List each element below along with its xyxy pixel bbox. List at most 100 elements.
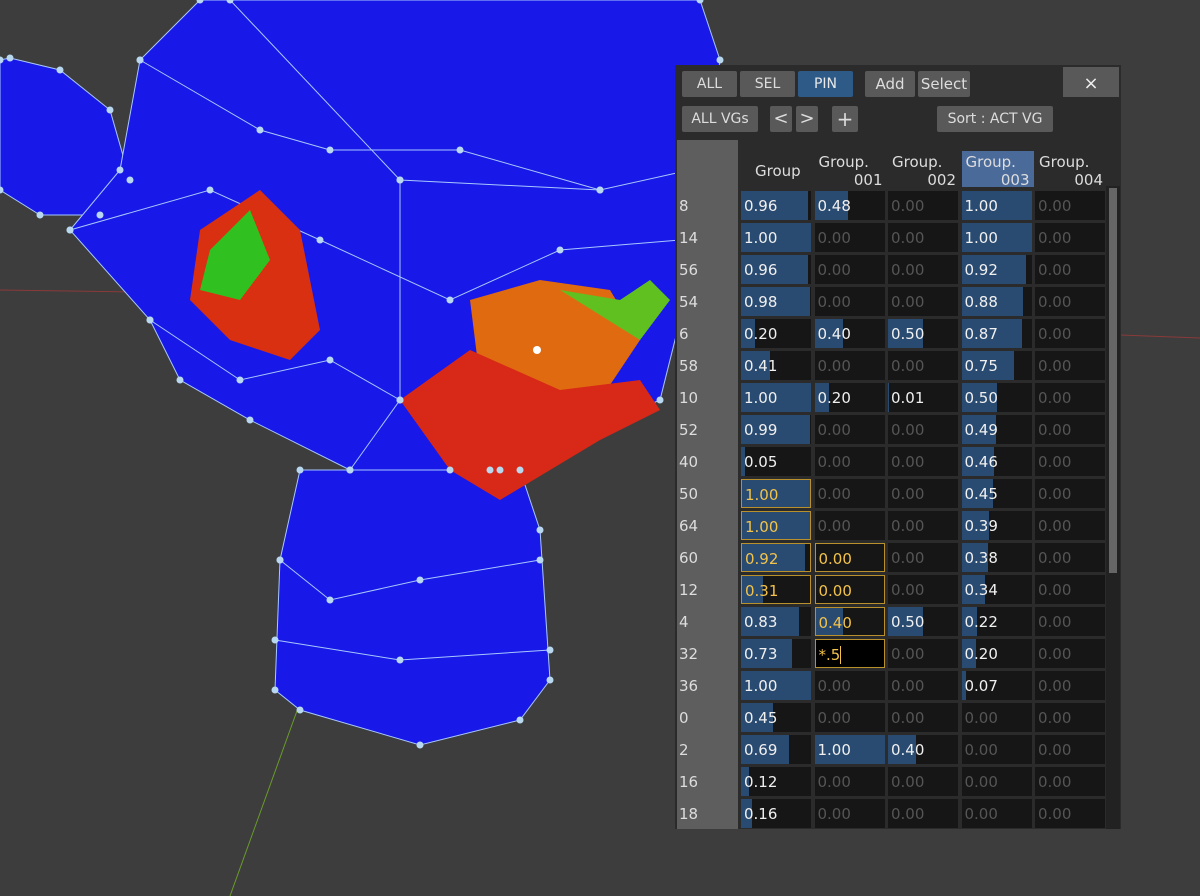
- weight-cell[interactable]: 0.00: [1035, 319, 1105, 348]
- weight-cell[interactable]: 0.00: [1035, 511, 1105, 540]
- weight-cell[interactable]: 0.00: [1035, 383, 1105, 412]
- weight-cell[interactable]: 0.00: [814, 255, 885, 284]
- weight-cell[interactable]: 0.00: [814, 703, 885, 732]
- weight-cell[interactable]: 0.73: [741, 639, 811, 668]
- weight-cell[interactable]: 0.00: [888, 287, 958, 316]
- weight-cell[interactable]: 0.16: [741, 799, 811, 828]
- weight-cell[interactable]: 0.83: [741, 607, 811, 636]
- weight-cell[interactable]: 0.05: [741, 447, 811, 476]
- weight-cell[interactable]: 0.00: [814, 447, 885, 476]
- weight-cell[interactable]: 0.00: [814, 575, 885, 604]
- weight-cell[interactable]: 0.00: [888, 511, 958, 540]
- weight-cell[interactable]: 0.00: [888, 799, 958, 828]
- column-header[interactable]: Group: [741, 151, 813, 187]
- weight-cell[interactable]: 0.00: [888, 767, 958, 796]
- weight-cell[interactable]: 0.50: [961, 383, 1032, 412]
- mode-button[interactable]: SEL: [740, 71, 795, 97]
- weight-cell[interactable]: 0.00: [814, 799, 885, 828]
- weight-cell[interactable]: 0.38: [961, 543, 1032, 572]
- filter-button[interactable]: ALL VGs: [682, 106, 758, 132]
- weight-cell[interactable]: 0.88: [961, 287, 1032, 316]
- weight-cell[interactable]: 0.00: [814, 287, 885, 316]
- weight-cell[interactable]: 0.00: [1035, 639, 1105, 668]
- close-button[interactable]: ×: [1063, 67, 1119, 97]
- add-button[interactable]: Add: [865, 71, 915, 97]
- weight-cell[interactable]: 0.00: [888, 703, 958, 732]
- weight-cell[interactable]: 0.39: [961, 511, 1032, 540]
- weight-cell[interactable]: 0.00: [1035, 671, 1105, 700]
- weight-cell[interactable]: 0.00: [1035, 223, 1105, 252]
- weight-cell[interactable]: 0.00: [1035, 799, 1105, 828]
- weight-cell[interactable]: 0.00: [888, 351, 958, 380]
- weight-cell[interactable]: 0.00: [961, 735, 1032, 764]
- weight-cell[interactable]: 1.00: [814, 735, 885, 764]
- column-header[interactable]: Group. 004: [1035, 151, 1107, 189]
- weight-cell[interactable]: 1.00: [741, 223, 811, 252]
- weight-cell[interactable]: 1.00: [741, 479, 811, 508]
- mode-button[interactable]: PIN: [798, 71, 853, 97]
- weight-cell[interactable]: 0.50: [888, 319, 958, 348]
- weight-cell[interactable]: 0.22: [961, 607, 1032, 636]
- weight-cell[interactable]: 0.45: [741, 703, 811, 732]
- weight-cell[interactable]: 0.20: [961, 639, 1032, 668]
- weight-cell[interactable]: 0.45: [961, 479, 1032, 508]
- weight-cell[interactable]: 1.00: [961, 223, 1032, 252]
- weight-cell[interactable]: 0.00: [1035, 479, 1105, 508]
- weight-cell[interactable]: 0.75: [961, 351, 1032, 380]
- weight-cell[interactable]: *.5: [814, 639, 885, 668]
- weight-cell[interactable]: 0.00: [1035, 191, 1105, 220]
- weight-cell[interactable]: 0.00: [961, 767, 1032, 796]
- weight-cell[interactable]: 0.00: [1035, 607, 1105, 636]
- weight-cell[interactable]: 0.00: [888, 543, 958, 572]
- weight-cell[interactable]: 0.00: [1035, 703, 1105, 732]
- weight-cell[interactable]: 0.41: [741, 351, 811, 380]
- weight-cell[interactable]: 0.40: [814, 607, 885, 636]
- weight-cell[interactable]: 0.00: [814, 543, 885, 572]
- weight-cell[interactable]: 0.00: [888, 255, 958, 284]
- prev-button[interactable]: <: [770, 106, 792, 132]
- column-header[interactable]: Group. 003: [961, 151, 1034, 189]
- weight-cell[interactable]: 0.00: [1035, 575, 1105, 604]
- weight-cell[interactable]: 0.00: [1035, 255, 1105, 284]
- weight-cell[interactable]: 0.31: [741, 575, 811, 604]
- weight-cell[interactable]: 0.98: [741, 287, 811, 316]
- weight-cell[interactable]: 0.40: [888, 735, 958, 764]
- add-group-button[interactable]: +: [832, 106, 858, 132]
- weight-cell[interactable]: 0.34: [961, 575, 1032, 604]
- weight-cell[interactable]: 0.00: [888, 223, 958, 252]
- weight-cell[interactable]: 0.96: [741, 191, 811, 220]
- weight-cell[interactable]: 0.00: [814, 223, 885, 252]
- weight-cell[interactable]: 0.00: [888, 671, 958, 700]
- weight-cell[interactable]: 0.00: [888, 575, 958, 604]
- weight-cell[interactable]: 0.00: [814, 511, 885, 540]
- weight-cell[interactable]: 0.00: [888, 639, 958, 668]
- weight-cell[interactable]: 0.00: [961, 799, 1032, 828]
- weight-cell[interactable]: 0.00: [814, 415, 885, 444]
- weight-cell[interactable]: 0.00: [888, 447, 958, 476]
- weight-cell[interactable]: 0.46: [961, 447, 1032, 476]
- weight-cell[interactable]: 0.07: [961, 671, 1032, 700]
- weight-cell[interactable]: 0.49: [961, 415, 1032, 444]
- weight-cell[interactable]: 0.00: [1035, 735, 1105, 764]
- weight-cell[interactable]: 0.00: [888, 191, 958, 220]
- weight-cell[interactable]: 0.00: [1035, 415, 1105, 444]
- weight-cell[interactable]: 0.01: [888, 383, 958, 412]
- weight-cell[interactable]: 0.00: [814, 479, 885, 508]
- weight-cell[interactable]: 0.00: [888, 479, 958, 508]
- column-header[interactable]: Group. 001: [815, 151, 887, 189]
- weight-cell[interactable]: 0.00: [1035, 351, 1105, 380]
- next-button[interactable]: >: [796, 106, 818, 132]
- weight-cell[interactable]: 0.00: [1035, 287, 1105, 316]
- weight-cell[interactable]: 1.00: [741, 671, 811, 700]
- weight-cell[interactable]: 0.00: [1035, 767, 1105, 796]
- weight-cell[interactable]: 1.00: [961, 191, 1032, 220]
- weight-cell[interactable]: 0.12: [741, 767, 811, 796]
- weight-cell[interactable]: 0.48: [814, 191, 885, 220]
- weight-cell[interactable]: 0.20: [741, 319, 811, 348]
- weight-cell[interactable]: 0.00: [1035, 543, 1105, 572]
- sort-button[interactable]: Sort : ACT VG: [937, 106, 1053, 132]
- weight-cell[interactable]: 0.87: [961, 319, 1032, 348]
- weight-cell[interactable]: 0.50: [888, 607, 958, 636]
- weight-cell[interactable]: 0.92: [741, 543, 811, 572]
- weight-cell[interactable]: 0.00: [1035, 447, 1105, 476]
